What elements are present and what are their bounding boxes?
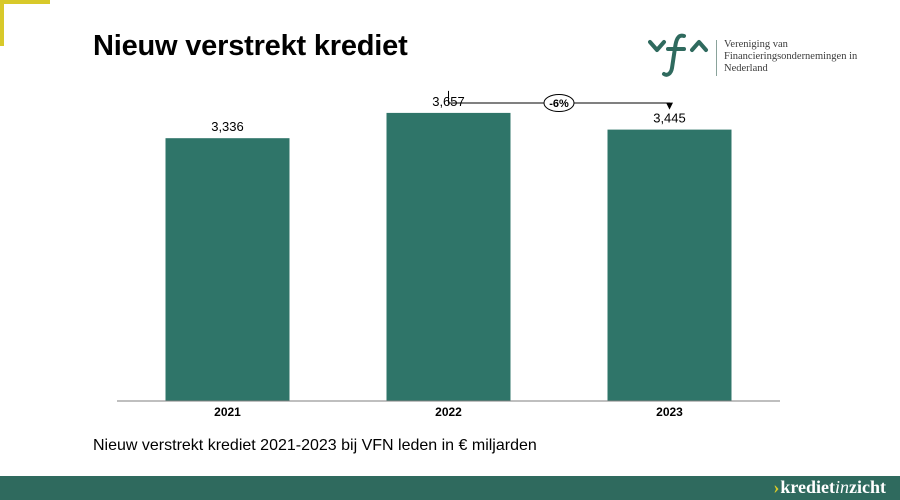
vfn-logo-mark (648, 33, 708, 77)
logo-line: Nederland (724, 63, 768, 74)
brand-main: krediet (780, 477, 835, 497)
x-tick-label-2021: 2021 (214, 405, 241, 419)
change-arrowhead (666, 102, 673, 110)
bar-2022 (386, 112, 511, 402)
bar-2023 (607, 129, 732, 401)
x-tick-label-2023: 2023 (656, 405, 683, 419)
logo-line: Financieringsondernemingen in (724, 51, 858, 62)
brand-end: zicht (849, 477, 886, 497)
brand-chevron: › (773, 477, 780, 497)
logo-line: Vereniging van (724, 39, 788, 50)
change-badge (543, 94, 575, 112)
page-title: Nieuw verstrekt krediet (93, 30, 408, 62)
data-label-2023: 3,445 (653, 111, 686, 126)
bar-2021 (165, 138, 290, 401)
kredietinzicht-logo: ›kredietinzicht (773, 477, 886, 498)
x-tick-label-2022: 2022 (435, 405, 462, 419)
logo-text: Vereniging van Financieringsonderneminge… (724, 39, 857, 75)
data-label-2021: 3,336 (211, 119, 244, 134)
footer-bar: ›kredietinzicht (0, 476, 900, 500)
chart-caption: Nieuw verstrekt krediet 2021-2023 bij VF… (93, 437, 537, 454)
corner-accent (0, 0, 50, 46)
brand-italic: in (835, 477, 850, 497)
change-label: -6% (549, 98, 569, 110)
logo-divider (716, 40, 717, 76)
vfn-logo (648, 32, 878, 82)
